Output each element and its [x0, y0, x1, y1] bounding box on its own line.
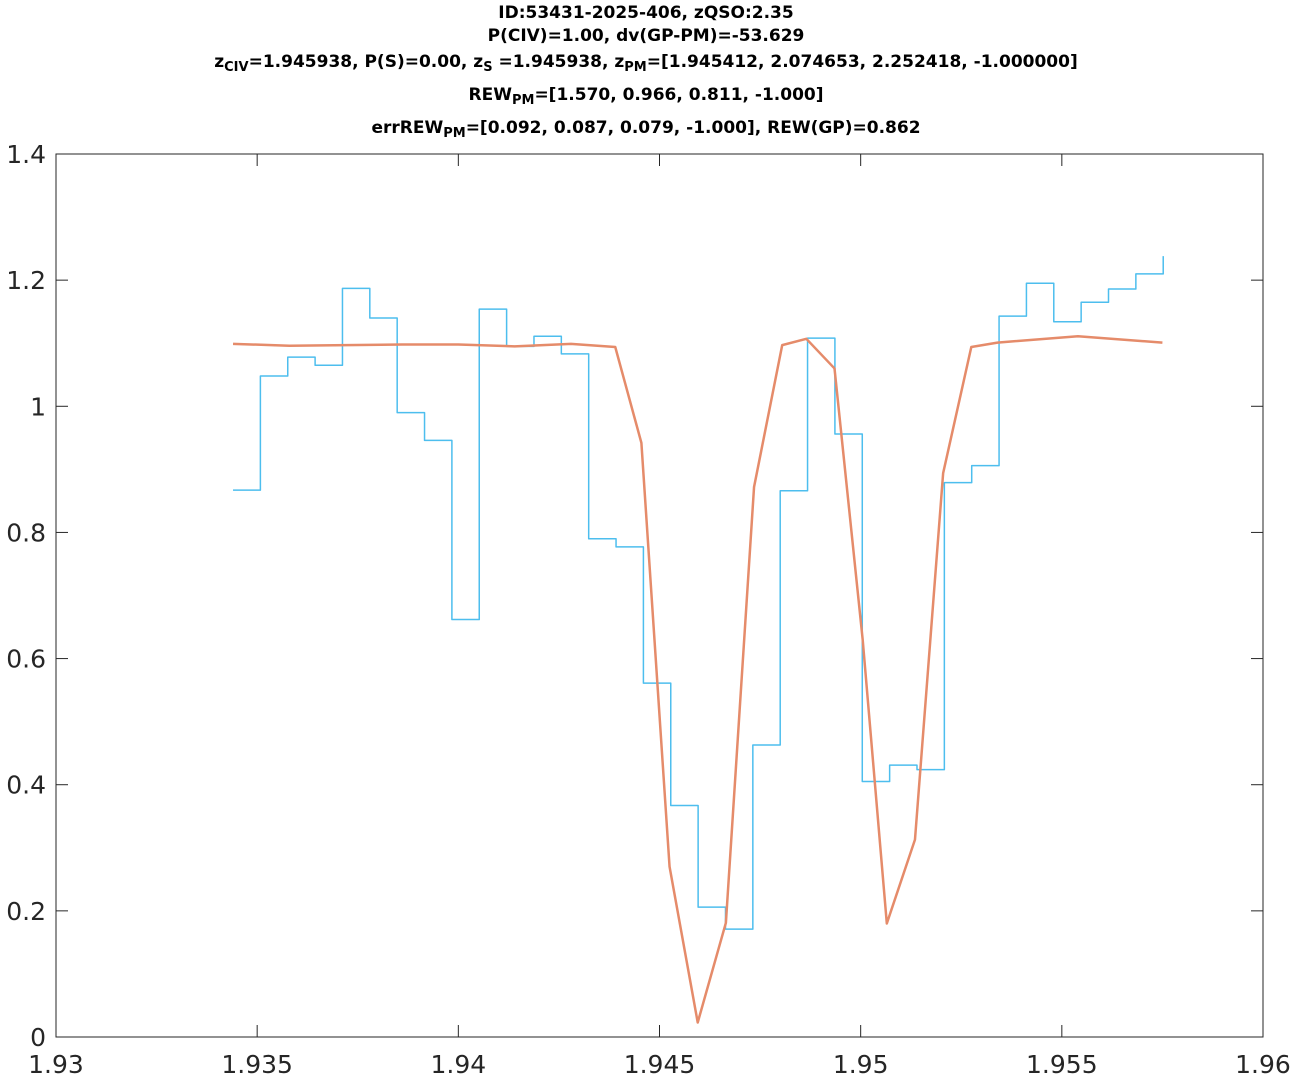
- title-subscript: S: [483, 60, 492, 75]
- title-line-2: P(CIV)=1.00, dv(GP-PM)=-53.629: [488, 26, 805, 46]
- y-tick-label: 0: [30, 1023, 46, 1052]
- y-tick-label: 0.4: [6, 771, 46, 800]
- x-tick-label: 1.955: [1026, 1050, 1098, 1079]
- title-line-4: REWPM=[1.570, 0.966, 0.811, -1.000]: [469, 85, 824, 108]
- title-line-5: errREWPM=[0.092, 0.087, 0.079, -1.000], …: [371, 118, 920, 141]
- title-segment: REW: [469, 85, 513, 105]
- y-axis-tick-labels: 0 0.2 0.4 0.6 0.8 1 1.2 1.4: [6, 140, 46, 1052]
- title-segment: =1.945938, P(S)=0.00, z: [249, 52, 484, 72]
- x-tick-label: 1.94: [430, 1050, 486, 1079]
- x-axis-tick-labels: 1.93 1.935 1.94 1.945 1.95 1.955 1.96: [28, 1050, 1291, 1079]
- title-line-3: zCIV=1.945938, P(S)=0.00, zS =1.945938, …: [214, 52, 1078, 75]
- y-tick-label: 0.8: [6, 518, 46, 547]
- y-tick-label: 1.4: [6, 140, 46, 169]
- x-tick-label: 1.93: [28, 1050, 84, 1079]
- title-segment: =[0.092, 0.087, 0.079, -1.000], REW(GP)=…: [466, 118, 921, 138]
- chart-title: ID:53431-2025-406, zQSO:2.35 P(CIV)=1.00,…: [214, 3, 1078, 141]
- title-segment: =1.945938, z: [493, 52, 625, 72]
- series-layer: [232, 256, 1164, 1024]
- y-tick-label: 1.2: [6, 266, 46, 295]
- title-segment: errREW: [371, 118, 443, 138]
- y-tick-label: 1: [30, 392, 46, 421]
- title-subscript: PM: [624, 60, 646, 75]
- y-tick-label: 0.2: [6, 897, 46, 926]
- title-subscript: PM: [443, 126, 465, 141]
- title-segment: z: [214, 52, 224, 72]
- x-tick-label: 1.945: [624, 1050, 696, 1079]
- title-segment: ID:53431-2025-406, zQSO:2.35: [498, 3, 793, 23]
- y-tick-label: 0.6: [6, 645, 46, 674]
- title-segment: =[1.945412, 2.074653, 2.252418, -1.00000…: [647, 52, 1078, 72]
- series-model-line: [232, 335, 1163, 1024]
- title-segment: =[1.570, 0.966, 0.811, -1.000]: [534, 85, 823, 105]
- axis-ticks: [55, 153, 1264, 1038]
- title-segment: P(CIV)=1.00, dv(GP-PM)=-53.629: [488, 26, 805, 46]
- plot-area: [56, 154, 1263, 1037]
- x-tick-label: 1.96: [1235, 1050, 1291, 1079]
- title-line-1: ID:53431-2025-406, zQSO:2.35: [498, 3, 793, 23]
- series-flux-step-line: [233, 256, 1164, 930]
- x-tick-label: 1.935: [221, 1050, 293, 1079]
- title-subscript: CIV: [224, 60, 248, 75]
- title-subscript: PM: [512, 93, 534, 108]
- x-tick-label: 1.95: [833, 1050, 889, 1079]
